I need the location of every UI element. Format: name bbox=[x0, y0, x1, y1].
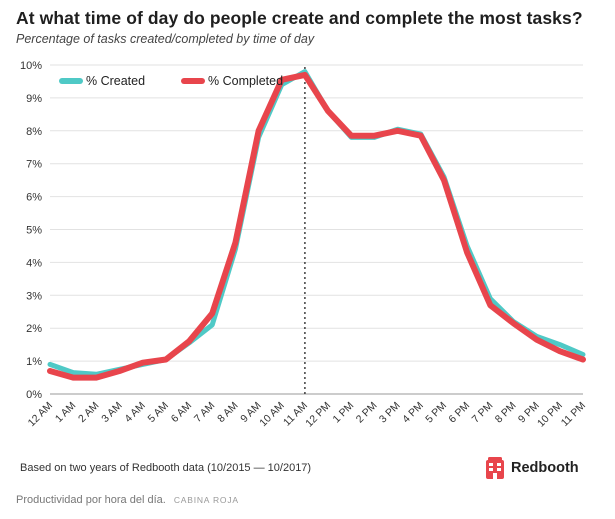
brand-name: Redbooth bbox=[511, 460, 579, 476]
series-line bbox=[47, 69, 586, 377]
x-tick-label: 5 AM bbox=[146, 400, 171, 425]
chart-title: At what time of day do people create and… bbox=[16, 8, 583, 28]
x-tick-label: 6 AM bbox=[169, 400, 194, 425]
x-tick-label: 7 AM bbox=[192, 400, 217, 425]
series-line bbox=[47, 71, 586, 381]
x-tick-label: 7 PM bbox=[470, 400, 496, 426]
line-chart: 0% 1% 2% 3% 4% 5% 6% 7% 8% 9% 10% 12 AM1 AM2 AM3 AM… bbox=[20, 60, 588, 430]
y-tick-label: 2% bbox=[26, 323, 42, 335]
chart-subtitle: Percentage of tasks created/completed by… bbox=[16, 32, 315, 46]
x-tick-label: 6 PM bbox=[446, 400, 472, 426]
x-tick-label: 12 AM bbox=[26, 400, 56, 430]
y-tick-label: 1% bbox=[26, 356, 42, 368]
x-tick-label: 10 AM bbox=[257, 400, 287, 430]
x-tick-label: 3 PM bbox=[377, 400, 403, 426]
data-source-footnote: Based on two years of Redbooth data (10/… bbox=[20, 462, 312, 474]
x-tick-label: 1 AM bbox=[53, 400, 78, 425]
x-tick-label: 3 AM bbox=[99, 400, 124, 425]
x-tick-label: 8 PM bbox=[493, 400, 519, 426]
legend-label: % Completed bbox=[208, 74, 283, 88]
legend-label: % Created bbox=[86, 74, 145, 88]
x-tick-label: 8 AM bbox=[215, 400, 240, 425]
y-tick-label: 5% bbox=[26, 225, 42, 237]
x-tick-label: 4 AM bbox=[122, 400, 147, 425]
caption-credit: CABINA ROJA bbox=[173, 495, 239, 505]
x-tick-label: 1 PM bbox=[331, 400, 357, 426]
x-tick-label: 10 PM bbox=[535, 400, 565, 430]
image-caption: Productividad por hora del día. CABINA RO… bbox=[16, 494, 239, 506]
x-tick-label: 12 PM bbox=[303, 400, 333, 430]
x-tick-label: 5 PM bbox=[423, 400, 449, 426]
y-tick-label: 3% bbox=[26, 290, 42, 302]
chart-card: At what time of day do people create and… bbox=[16, 8, 589, 481]
x-tick-label: 2 PM bbox=[354, 400, 380, 426]
x-tick-label: 11 PM bbox=[559, 400, 588, 429]
y-tick-label: 10% bbox=[20, 60, 42, 72]
y-tick-label: 6% bbox=[26, 192, 42, 204]
caption-text: Productividad por hora del día. bbox=[16, 494, 166, 506]
y-tick-label: 9% bbox=[26, 93, 42, 105]
y-tick-label: 0% bbox=[26, 389, 42, 401]
redbooth-booth-icon bbox=[486, 457, 504, 479]
y-tick-label: 8% bbox=[26, 126, 42, 138]
y-tick-label: 7% bbox=[26, 159, 42, 171]
y-tick-label: 4% bbox=[26, 257, 42, 269]
x-tick-label: 2 AM bbox=[76, 400, 101, 425]
x-tick-label: 4 PM bbox=[400, 400, 426, 426]
brand-logo: Redbooth bbox=[485, 455, 579, 481]
